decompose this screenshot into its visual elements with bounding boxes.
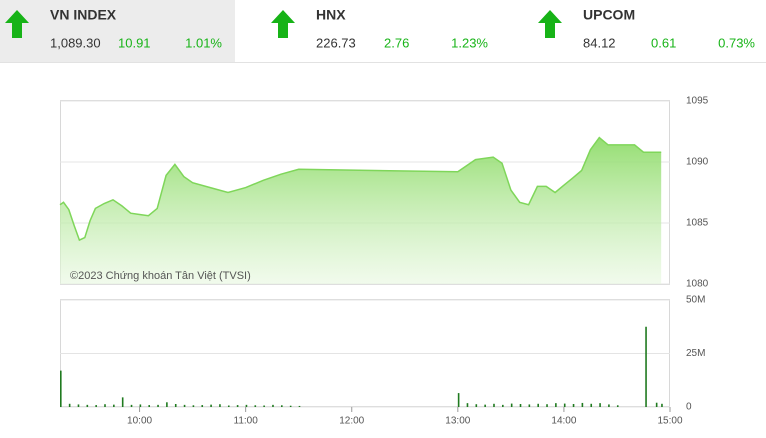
volume-bar [148, 405, 151, 407]
index-percent: 1.01% [185, 35, 222, 50]
volume-bar [616, 405, 619, 407]
volume-bar [289, 405, 292, 407]
volume-bar [192, 405, 195, 407]
index-name: UPCOM [583, 7, 635, 23]
volume-bar [245, 404, 248, 407]
y-tick-label: 1085 [686, 218, 709, 229]
header-active-bg [0, 0, 235, 62]
volume-bar [581, 402, 584, 407]
up-arrow [538, 10, 562, 38]
volume-bar [528, 404, 531, 407]
volume-bar [555, 403, 557, 407]
y-tick-label: 25M [686, 348, 705, 359]
x-tick-label: 12:00 [339, 416, 364, 427]
x-tick-label: 14:00 [551, 416, 576, 427]
y-tick-label: 1080 [686, 279, 709, 290]
volume-bar [104, 404, 106, 407]
volume-bar [219, 404, 221, 407]
volume-bar [572, 404, 575, 407]
volume-bar [77, 404, 80, 407]
index-percent: 1.23% [451, 35, 488, 50]
index-value: 1,089.30 [50, 35, 101, 50]
volume-bar [236, 405, 239, 407]
index-percent: 0.73% [718, 35, 755, 50]
volume-bar [510, 403, 513, 407]
index-value: 84.12 [583, 35, 616, 50]
volume-bar [484, 404, 486, 407]
volume-bar [546, 404, 548, 407]
x-tick-label: 11:00 [234, 416, 259, 427]
volume-bar [475, 404, 478, 407]
area-fill [60, 137, 662, 284]
index-value: 226.73 [316, 35, 356, 50]
volume-bar [86, 404, 89, 407]
y-tick-label: 1095 [686, 96, 709, 107]
up-arrow [271, 10, 295, 38]
y-tick-label: 0 [686, 402, 692, 413]
index-name: VN INDEX [50, 7, 117, 23]
index-change: 0.61 [651, 35, 676, 50]
volume-bar [139, 404, 142, 407]
volume-bar [272, 404, 274, 407]
volume-bar [537, 403, 539, 407]
y-tick-label: 50M [686, 295, 705, 306]
volume-bar [298, 405, 301, 407]
volume-bar [457, 393, 460, 407]
watermark: ©2023 Chứng khoán Tân Việt (TVSI) [70, 270, 251, 282]
volume-bar [254, 405, 257, 407]
volume-bar [121, 397, 124, 407]
volume-bar [183, 404, 186, 407]
volume-bar [608, 404, 610, 407]
volume-bar [263, 405, 265, 407]
volume-bar [227, 405, 230, 407]
volume-bar [563, 403, 566, 407]
volume-bar [210, 404, 212, 407]
x-tick-label: 13:00 [445, 416, 470, 427]
volume-bar [493, 403, 495, 407]
volume-bar [113, 404, 115, 407]
y-tick-label: 1090 [686, 157, 709, 168]
volume-bar [466, 403, 469, 407]
volume-bar [645, 326, 647, 407]
volume-bar [157, 404, 159, 407]
volume-bar [661, 403, 663, 407]
x-tick-label: 15:00 [657, 416, 682, 427]
x-tick-label: 10:00 [127, 416, 152, 427]
index-name: HNX [316, 7, 346, 23]
volume-bar [68, 403, 71, 407]
price-line [59, 136, 662, 242]
volume-bar [519, 404, 522, 407]
volume-bar [590, 403, 593, 407]
volume-bar [655, 402, 658, 407]
volume-bar [502, 404, 504, 407]
volume-bar [174, 404, 177, 407]
index-change: 10.91 [118, 35, 151, 50]
volume-bar [130, 404, 133, 407]
index-change: 2.76 [384, 35, 409, 50]
volume-bar [166, 402, 168, 407]
volume-bar [60, 370, 62, 407]
volume-bar [599, 403, 601, 407]
up-arrow [5, 10, 29, 38]
volume-bar [281, 405, 283, 407]
volume-bar [95, 405, 97, 407]
volume-bar [201, 405, 204, 407]
